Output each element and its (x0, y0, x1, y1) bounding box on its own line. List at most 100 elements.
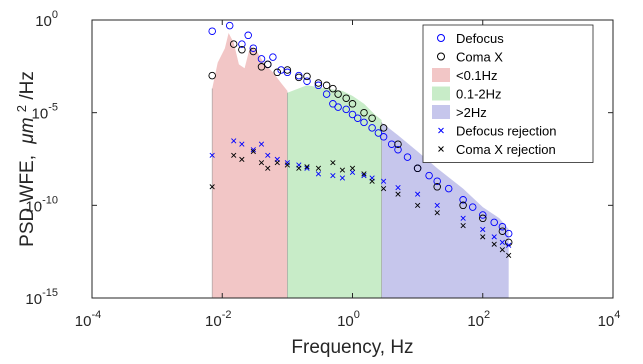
legend-marker (437, 34, 445, 42)
data-marks (208, 21, 513, 258)
point (413, 164, 422, 173)
point (480, 234, 486, 240)
x-tick-label: 10-2 (205, 309, 231, 330)
point (403, 153, 412, 161)
y-tick-label: 10-15 (25, 287, 58, 308)
legend-patch (432, 105, 450, 119)
point (360, 108, 368, 117)
legend-item: <0.1Hz (432, 68, 498, 83)
point (479, 214, 487, 223)
legend-patch (432, 68, 450, 82)
point (490, 218, 498, 227)
x-tick-label: 100 (337, 309, 360, 330)
point (238, 40, 246, 48)
point (498, 227, 507, 235)
band-1 (287, 85, 382, 298)
point (380, 185, 387, 192)
legend-item: Defocus (437, 31, 504, 46)
point (269, 53, 277, 61)
point (329, 84, 337, 93)
point (238, 45, 246, 54)
point (468, 203, 477, 211)
point (257, 63, 266, 71)
point (368, 124, 376, 132)
point (395, 191, 401, 197)
axis-ticks: 10-4 10-2 100 102 104 100 10-5 10-10 10-15 (25, 9, 620, 330)
point (208, 71, 216, 80)
point (277, 66, 285, 74)
point (284, 162, 290, 168)
point (304, 165, 310, 171)
x-axis-title: Frequency, Hz (291, 337, 413, 358)
point (348, 100, 357, 108)
point (434, 210, 440, 216)
legend-label: Defocus rejection (456, 124, 556, 139)
legend-item: >2Hz (432, 105, 487, 120)
point (209, 184, 215, 190)
point (394, 140, 402, 148)
point (304, 164, 310, 170)
point (368, 114, 376, 122)
point (334, 90, 342, 98)
point (296, 165, 302, 171)
band-2 (381, 122, 509, 299)
legend-patch (432, 86, 450, 101)
y-axis-title-suffix: /Hz (17, 71, 38, 100)
point (459, 201, 467, 210)
frequency-bands (211, 33, 509, 299)
point (250, 148, 256, 155)
point (274, 160, 280, 166)
y-axis-title-prefix: PSD WFE, (17, 155, 38, 247)
point (249, 47, 258, 56)
point (283, 66, 292, 74)
point (322, 90, 331, 98)
point (273, 68, 282, 77)
point (433, 183, 441, 191)
point (499, 239, 505, 246)
series-3 (209, 148, 512, 258)
series-1 (208, 40, 513, 247)
point (315, 165, 322, 171)
point (258, 160, 265, 166)
y-tick-label: 100 (35, 9, 58, 30)
y-axis-title-exp: 2 (14, 105, 29, 112)
point (348, 110, 357, 119)
point (330, 173, 336, 179)
point (265, 165, 271, 171)
point (460, 215, 466, 221)
point (334, 103, 342, 111)
point (379, 133, 388, 141)
point (361, 171, 367, 177)
point (264, 60, 272, 69)
point (330, 160, 336, 166)
y-tick-label: 10-10 (25, 194, 58, 215)
point (314, 81, 323, 90)
x-tick-label: 10-4 (75, 309, 101, 330)
legend-label: <0.1Hz (456, 68, 498, 83)
y-tick-label: 10-5 (32, 102, 58, 123)
point (208, 27, 216, 35)
point (250, 147, 256, 153)
point (229, 40, 238, 48)
point (459, 196, 467, 204)
point (506, 252, 512, 258)
point (353, 114, 362, 122)
legend-marker (438, 127, 444, 134)
point (303, 77, 311, 85)
point (209, 152, 215, 158)
point (342, 94, 350, 102)
point (499, 247, 505, 253)
legend-item: Coma X (437, 50, 503, 65)
point (258, 141, 265, 147)
legend-marker (437, 52, 445, 61)
point (491, 234, 497, 240)
legend-label: Coma X rejection (456, 142, 556, 157)
point (249, 44, 258, 52)
x-tick-label: 102 (467, 309, 490, 330)
legend-box (422, 24, 594, 163)
point (460, 223, 466, 229)
point (415, 202, 421, 208)
point (433, 177, 441, 185)
point (360, 118, 368, 127)
